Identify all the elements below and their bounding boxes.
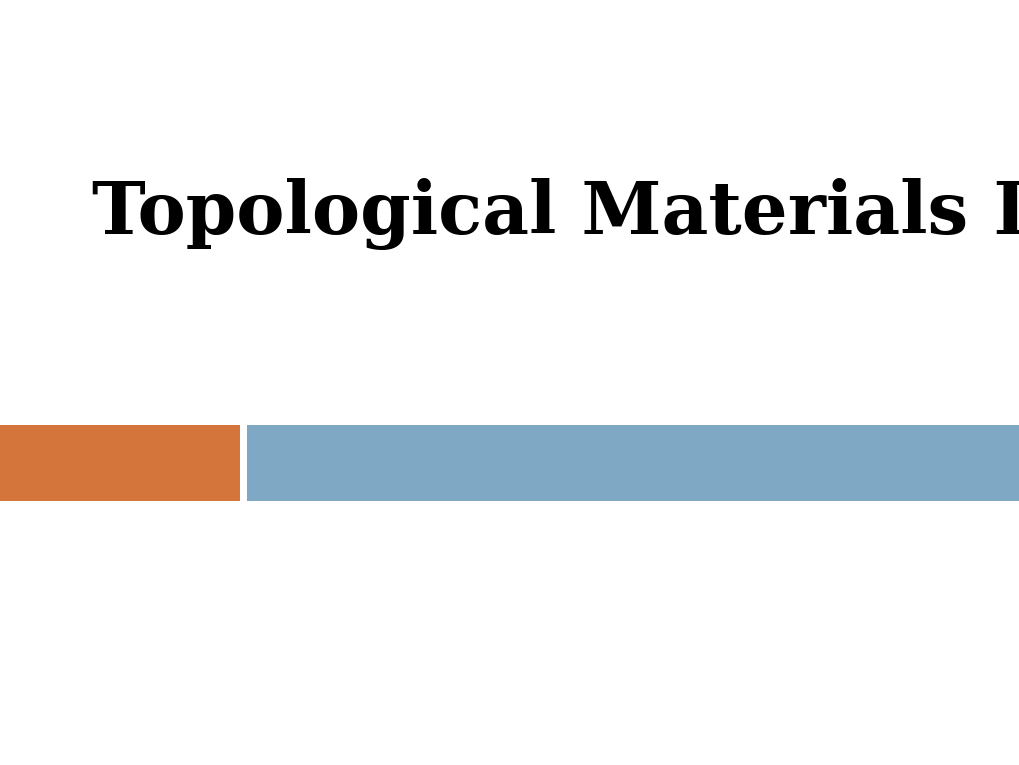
Text: Topological Materials II: Topological Materials II xyxy=(92,178,1019,250)
Bar xyxy=(0,425,239,501)
Bar xyxy=(247,425,1019,501)
